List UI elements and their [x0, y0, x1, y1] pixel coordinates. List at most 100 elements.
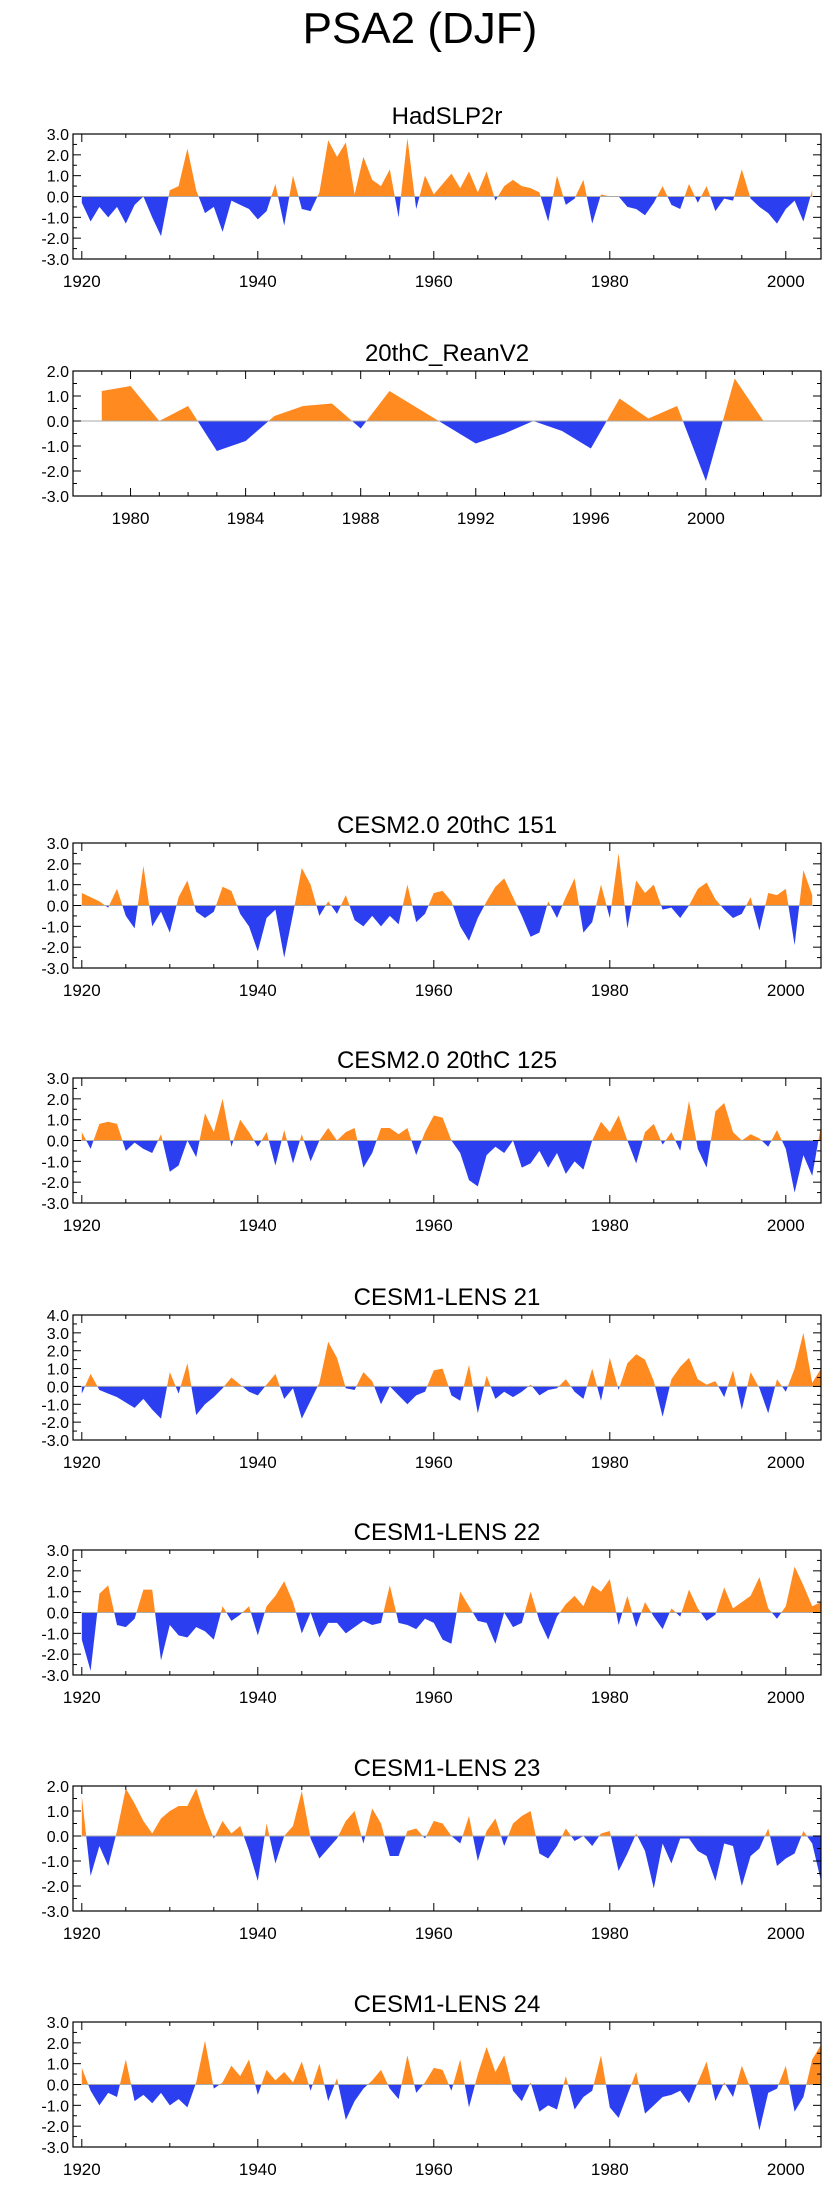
series-area-group — [81, 1788, 821, 1889]
negative-area — [269, 1836, 285, 1864]
x-tick-label: 1992 — [457, 509, 495, 528]
negative-area — [387, 2084, 402, 2100]
x-tick-label: 1996 — [572, 509, 610, 528]
negative-area — [711, 2084, 724, 2102]
negative-area — [394, 196, 401, 218]
negative-area — [472, 1612, 505, 1644]
panel-title: CESM2.0 20thC 151 — [337, 812, 557, 839]
x-tick-label: 1920 — [63, 981, 101, 1000]
positive-area — [485, 1818, 501, 1836]
positive-area — [261, 2061, 309, 2085]
positive-area — [600, 194, 619, 197]
positive-area — [497, 179, 541, 197]
negative-area — [655, 1386, 670, 1417]
panel-title: CESM2.0 20thC 125 — [337, 1047, 557, 1074]
positive-area — [426, 1821, 452, 1836]
negative-area — [571, 1836, 584, 1841]
positive-area — [419, 171, 495, 197]
x-tick-label: 2000 — [767, 1688, 805, 1707]
panel-title: CESM1-LENS 21 — [354, 1284, 541, 1311]
x-tick-label: 1980 — [591, 1924, 629, 1943]
x-tick-label: 2000 — [767, 2160, 805, 2179]
y-tick-label: 1.0 — [47, 389, 69, 406]
negative-area — [494, 196, 498, 201]
positive-area — [563, 2076, 568, 2085]
negative-area — [752, 905, 766, 931]
series-area-group — [81, 1332, 821, 1419]
x-tick-label: 1940 — [239, 2160, 277, 2179]
y-tick-label: -1.0 — [41, 2098, 69, 2115]
x-tick-label: 1940 — [239, 1453, 277, 1472]
positive-area — [681, 1589, 701, 1613]
negative-area — [667, 196, 685, 209]
positive-area — [376, 1128, 412, 1141]
negative-area — [516, 905, 548, 937]
positive-area — [462, 1816, 473, 1836]
positive-area — [799, 870, 813, 906]
negative-area — [583, 1836, 600, 1846]
positive-area — [400, 138, 415, 197]
negative-area — [694, 196, 702, 203]
y-tick-label: -1.0 — [41, 1854, 69, 1871]
negative-area — [531, 2084, 564, 2112]
positive-area — [592, 1115, 628, 1141]
positive-area — [340, 895, 350, 906]
x-tick-label: 1980 — [591, 981, 629, 1000]
positive-area — [176, 880, 195, 906]
positive-area — [657, 186, 668, 197]
positive-area — [456, 1591, 473, 1613]
y-tick-label: -2.0 — [41, 2119, 69, 2136]
negative-area — [616, 1612, 623, 1625]
positive-area — [137, 865, 150, 906]
positive-area — [168, 148, 199, 197]
positive-area — [463, 1365, 473, 1387]
negative-area — [661, 905, 689, 918]
y-tick-label: 0.0 — [47, 899, 69, 916]
negative-area — [86, 1836, 116, 1876]
positive-area — [484, 1375, 491, 1387]
x-tick-label: 2000 — [687, 509, 725, 528]
positive-area — [199, 1098, 231, 1141]
positive-area — [81, 1132, 87, 1141]
negative-area — [472, 1836, 486, 1861]
panel-title: CESM1-LENS 24 — [354, 1991, 541, 2018]
positive-area — [271, 184, 279, 197]
positive-area — [401, 2055, 415, 2085]
x-tick-label: 1960 — [415, 1688, 453, 1707]
positive-area — [599, 1831, 611, 1836]
y-tick-label: -1.0 — [41, 210, 69, 227]
positive-area — [158, 1134, 163, 1141]
y-tick-label: 3.0 — [47, 1326, 69, 1343]
y-tick-label: 1.0 — [47, 2057, 69, 2074]
y-tick-label: -2.0 — [41, 1175, 69, 1192]
positive-area — [587, 1368, 598, 1387]
chart-panel: HadSLP2r 3.0 2.0 1.0 0.0 -1.0 -2.0 -3.0 1920 1940… — [41, 103, 822, 291]
series-area-group — [81, 853, 813, 958]
y-tick-label: -1.0 — [41, 1397, 69, 1414]
y-tick-label: 0.0 — [47, 190, 69, 207]
x-tick-label: 1960 — [415, 1453, 453, 1472]
negative-area — [472, 1386, 485, 1414]
negative-area — [338, 2084, 368, 2120]
positive-area — [696, 2061, 712, 2085]
negative-area — [761, 1140, 772, 1147]
negative-area — [718, 1386, 728, 1398]
y-tick-label: 3.0 — [47, 836, 69, 853]
positive-area — [242, 1606, 251, 1613]
series-area-group — [81, 1098, 821, 1193]
negative-area — [298, 196, 318, 212]
y-tick-label: -2.0 — [41, 231, 69, 248]
negative-area — [197, 421, 269, 451]
positive-area — [771, 1130, 782, 1141]
positive-area — [136, 1589, 156, 1613]
x-tick-label: 1988 — [342, 509, 380, 528]
x-tick-label: 1980 — [591, 2160, 629, 2179]
positive-area — [219, 2059, 256, 2085]
positive-area — [641, 1602, 652, 1613]
positive-area — [736, 2065, 749, 2085]
positive-area — [631, 2072, 639, 2085]
negative-area — [268, 1140, 282, 1166]
positive-area — [524, 1591, 537, 1613]
positive-area — [268, 403, 353, 421]
